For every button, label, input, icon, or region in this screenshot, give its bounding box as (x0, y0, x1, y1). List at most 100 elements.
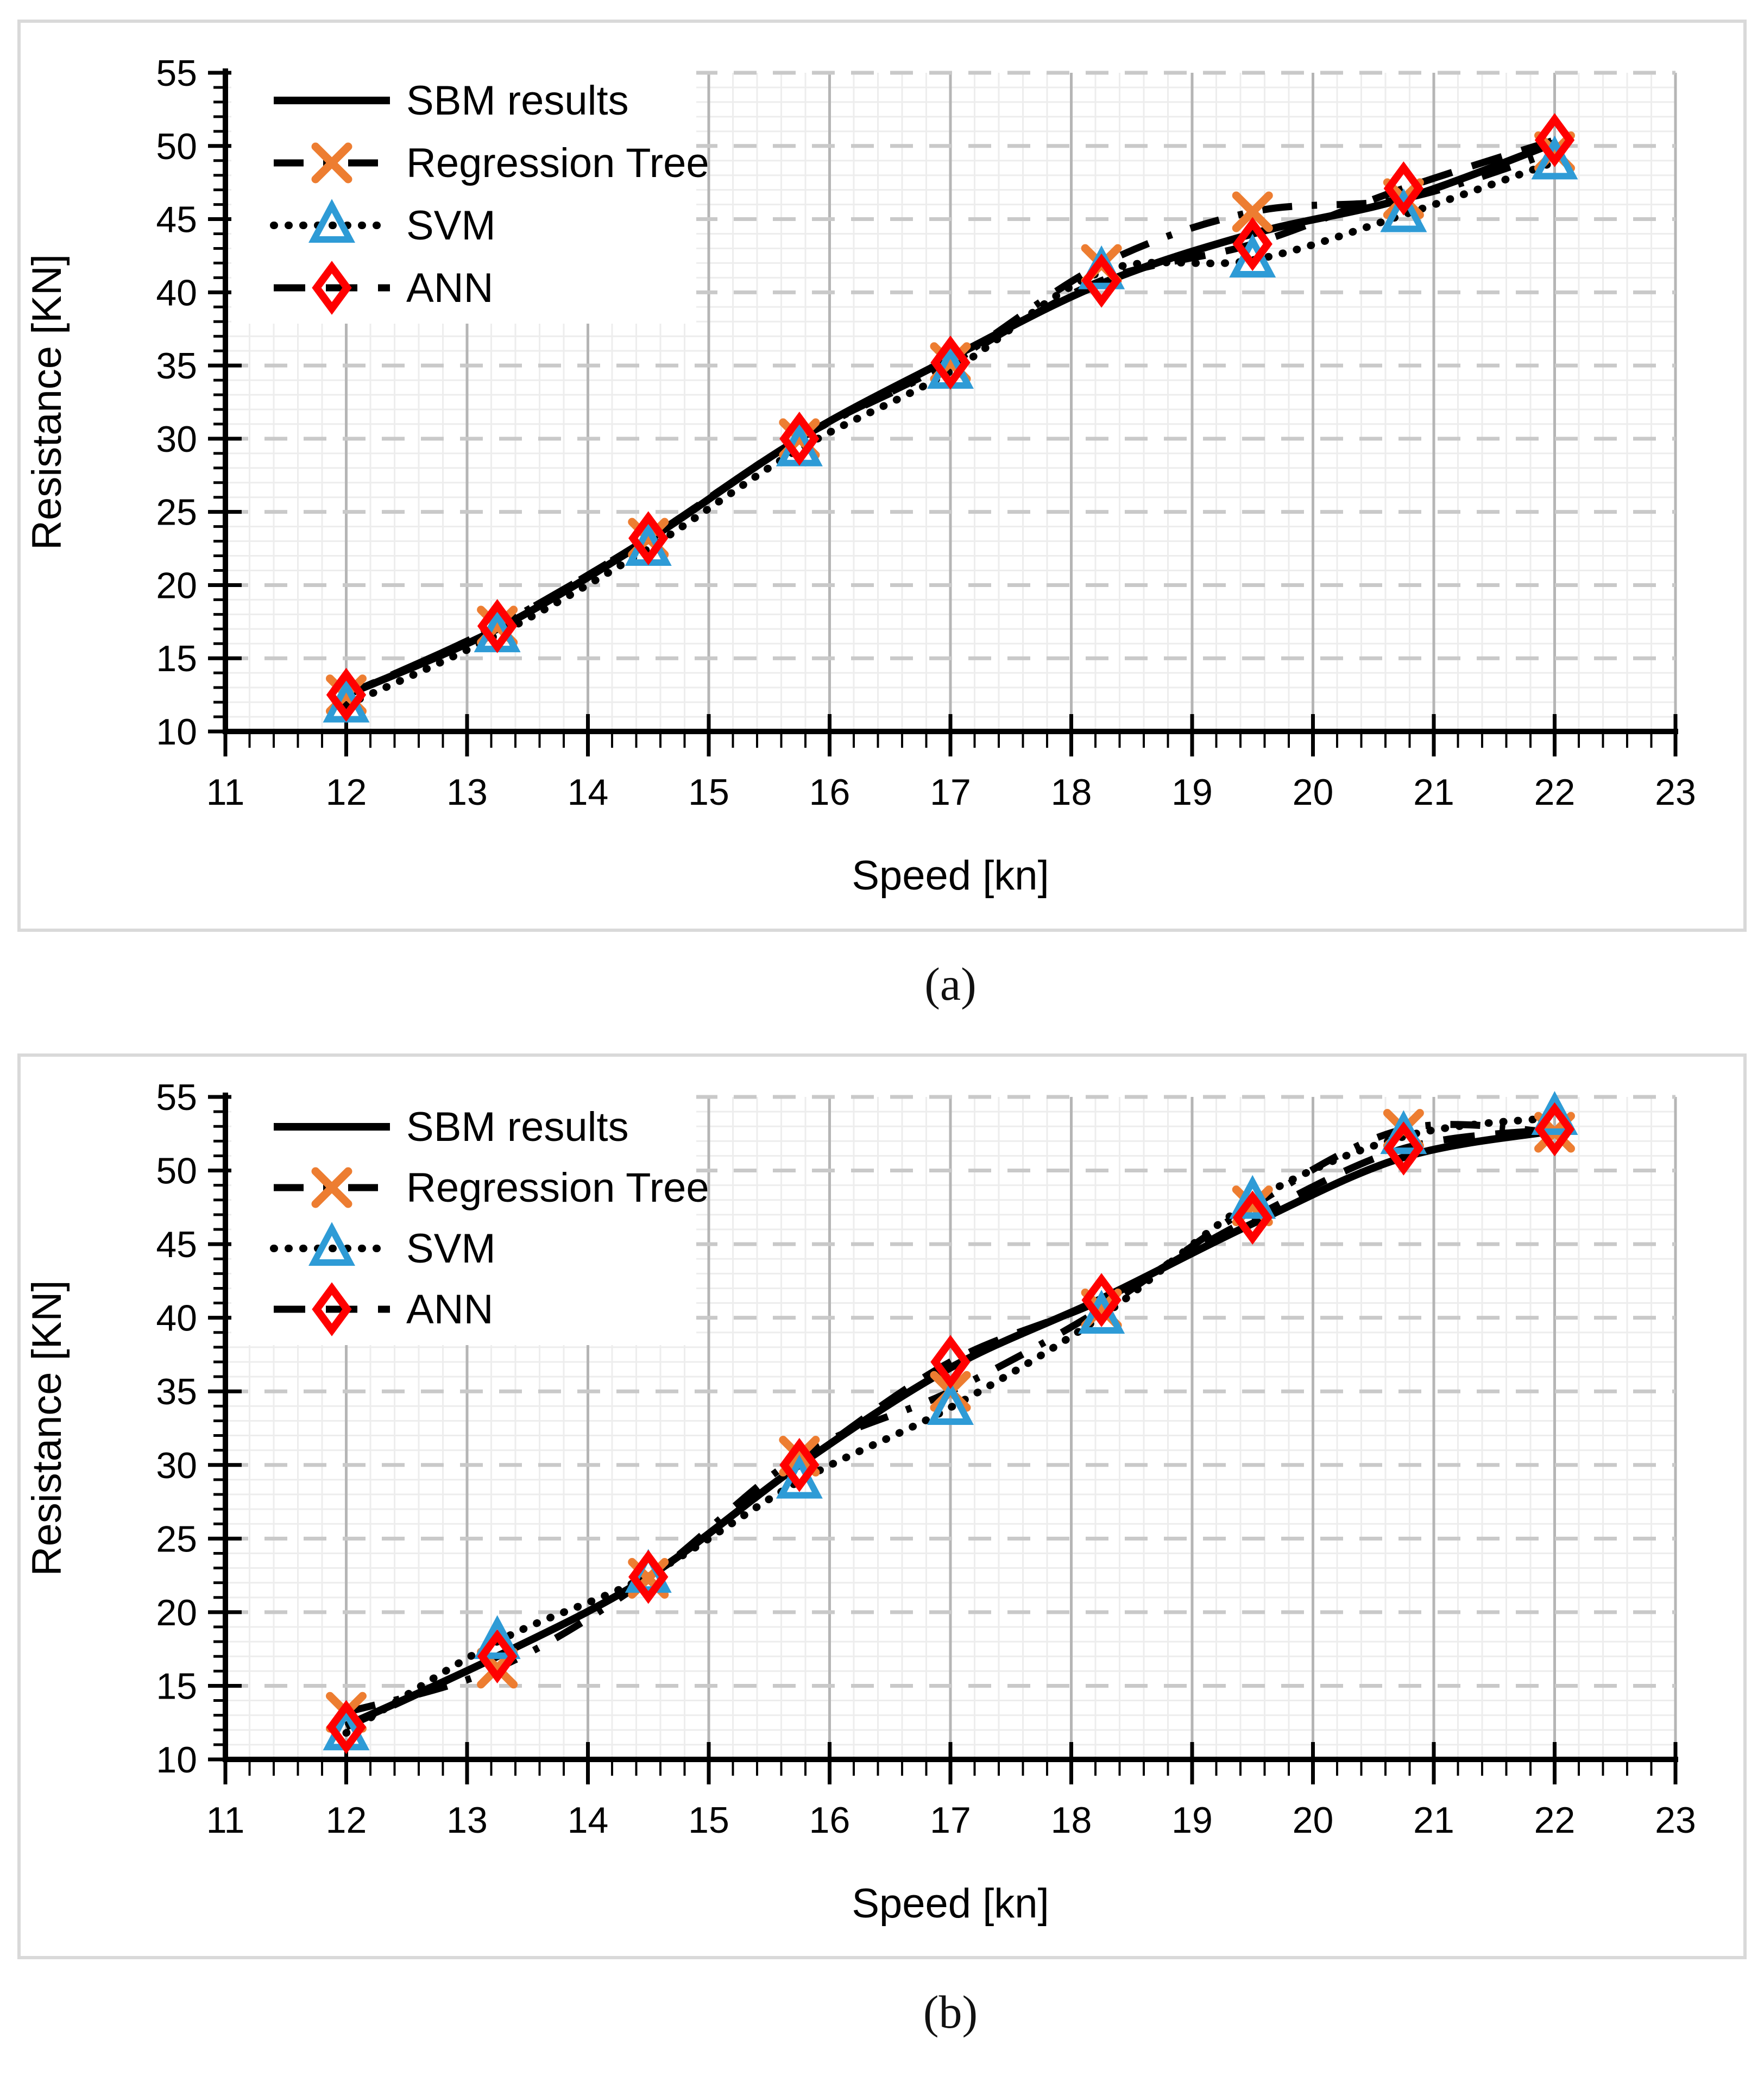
legend-item-regression-tree: Regression Tree (274, 1165, 709, 1211)
legend: SBM results Regression Tree SVM ANN (231, 1093, 709, 1345)
legend-label: ANN (406, 265, 493, 311)
ann-marker (930, 335, 971, 390)
legend-item-svm: SVM (270, 1222, 496, 1272)
svg-text:18: 18 (1051, 772, 1092, 813)
ann-marker (1383, 1121, 1424, 1176)
svg-text:30: 30 (156, 1445, 197, 1486)
svm-marker (1380, 188, 1427, 232)
resistance-speed-chart-b: 10 15 20 25 30 35 40 45 50 55 11 12 13 14 15 16 17 18 19 20… (24, 1077, 1696, 1927)
svm-marker (1531, 135, 1578, 180)
svg-text:35: 35 (156, 345, 197, 387)
y-axis-title: Resistance [KN] (24, 254, 70, 550)
y-axis-title: Resistance [KN] (24, 1280, 70, 1576)
svg-text:25: 25 (156, 492, 197, 533)
x-axis-title: Speed [kn] (852, 853, 1049, 899)
x-tick-labels: 11 12 13 14 15 16 17 18 19 20 21 22 23 (206, 772, 1696, 813)
legend-x-marker (311, 142, 352, 184)
svg-text:10: 10 (156, 1739, 197, 1781)
svg-text:16: 16 (809, 772, 850, 813)
regression-tree-marker (1232, 191, 1273, 232)
svg-text:13: 13 (446, 772, 488, 813)
series-svm-line (342, 158, 1559, 709)
ann-marker (1232, 1190, 1272, 1245)
svg-text:22: 22 (1534, 1800, 1576, 1841)
x-axis-title: Speed [kn] (852, 1881, 1049, 1927)
ann-marker (1534, 1102, 1575, 1157)
legend-diamond-marker (312, 261, 352, 315)
axis-ticks (208, 1095, 1678, 1784)
svg-text:14: 14 (568, 1800, 609, 1841)
svg-text:18: 18 (1051, 1800, 1092, 1841)
svg-text:12: 12 (326, 772, 367, 813)
ann-marker (930, 1335, 971, 1389)
svg-text:23: 23 (1655, 1800, 1696, 1841)
svg-text:45: 45 (156, 1224, 197, 1265)
svm-marker (474, 1615, 521, 1659)
svg-text:19: 19 (1171, 772, 1213, 813)
legend-label: SBM results (406, 1104, 629, 1150)
svg-text:50: 50 (156, 126, 197, 167)
legend-label: SVM (406, 1226, 496, 1272)
legend-background (231, 67, 696, 324)
legend-label: Regression Tree (406, 140, 709, 186)
svg-text:40: 40 (156, 1298, 197, 1339)
legend-x-marker (311, 1167, 352, 1208)
svg-text:16: 16 (809, 1800, 850, 1841)
svg-text:23: 23 (1655, 772, 1696, 813)
legend-diamond-marker (312, 1282, 352, 1336)
ann-marker (779, 1437, 820, 1492)
svg-text:15: 15 (688, 772, 729, 813)
legend-item-ann: ANN (274, 1282, 493, 1336)
svg-text:19: 19 (1171, 1800, 1213, 1841)
ann-marker (1081, 1273, 1122, 1327)
svg-text:20: 20 (156, 565, 197, 606)
legend-triangle-marker (308, 199, 355, 243)
svg-text:17: 17 (930, 772, 971, 813)
x-tick-labels: 11 12 13 14 15 16 17 18 19 20 21 22 23 (206, 1800, 1696, 1841)
ann-marker (628, 1550, 669, 1604)
ann-marker (1081, 253, 1122, 308)
legend-item-sbm-results: SBM results (274, 1104, 629, 1150)
series-svm-line (342, 1114, 1559, 1737)
axis-ticks (208, 71, 1678, 756)
svg-text:13: 13 (446, 1800, 488, 1841)
svg-text:20: 20 (1293, 772, 1334, 813)
svm-marker (1229, 1175, 1276, 1219)
legend-item-sbm-results: SBM results (274, 78, 629, 124)
svg-text:30: 30 (156, 419, 197, 460)
legend-item-regression-tree: Regression Tree (274, 140, 709, 186)
legend-label: ANN (406, 1286, 493, 1333)
svg-text:17: 17 (930, 1800, 971, 1841)
svg-text:22: 22 (1534, 772, 1576, 813)
legend-item-svm: SVM (270, 199, 496, 249)
svg-text:15: 15 (156, 1665, 197, 1707)
legend-background (231, 1093, 696, 1345)
series-ann-markers (326, 113, 1575, 722)
caption-b: (b) (923, 1986, 978, 2038)
svg-text:20: 20 (1293, 1800, 1334, 1841)
y-tick-labels: 10 15 20 25 30 35 40 45 50 55 (156, 53, 197, 753)
chart-panel-a: 10 15 20 25 30 35 40 45 50 55 11 12 13 14 15 16 17 18 19 20… (17, 20, 1747, 932)
ann-marker (1534, 113, 1575, 167)
svg-text:45: 45 (156, 199, 197, 241)
legend: SBM results Regression Tree SVM ANN (231, 67, 709, 324)
svg-text:40: 40 (156, 272, 197, 313)
ann-marker (628, 511, 669, 565)
series-ann-markers (326, 1102, 1575, 1755)
legend-label: SBM results (406, 78, 629, 124)
svg-text:21: 21 (1413, 1800, 1454, 1841)
ann-marker (477, 1629, 518, 1684)
svg-text:11: 11 (206, 772, 245, 813)
series-ann-line (344, 1126, 1555, 1731)
svg-text:25: 25 (156, 1518, 197, 1560)
svg-text:14: 14 (568, 772, 609, 813)
chart-panel-b: 10 15 20 25 30 35 40 45 50 55 11 12 13 14 15 16 17 18 19 20… (17, 1053, 1747, 1959)
ann-marker (477, 599, 518, 653)
y-tick-labels: 10 15 20 25 30 35 40 45 50 55 (156, 1077, 197, 1781)
ann-marker (779, 412, 820, 466)
legend-label: SVM (406, 203, 496, 249)
ann-marker (326, 1700, 367, 1755)
svg-text:55: 55 (156, 1077, 197, 1118)
svg-text:21: 21 (1413, 772, 1454, 813)
